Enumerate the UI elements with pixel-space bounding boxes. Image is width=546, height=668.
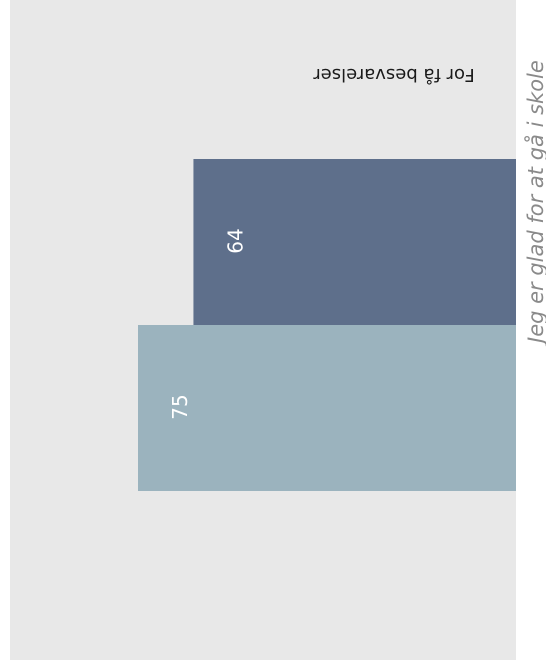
insufficient-responses-note: For få besvarelser <box>313 64 475 85</box>
bar-value-label-0: 64 <box>223 228 247 253</box>
bar-value-label-1: 75 <box>168 394 192 419</box>
chart-title: Jeg er glad for at gå i skole <box>523 60 546 347</box>
bar-0 <box>193 159 516 325</box>
bars-layer: 64 75 <box>138 159 516 491</box>
bar-1 <box>138 325 516 491</box>
